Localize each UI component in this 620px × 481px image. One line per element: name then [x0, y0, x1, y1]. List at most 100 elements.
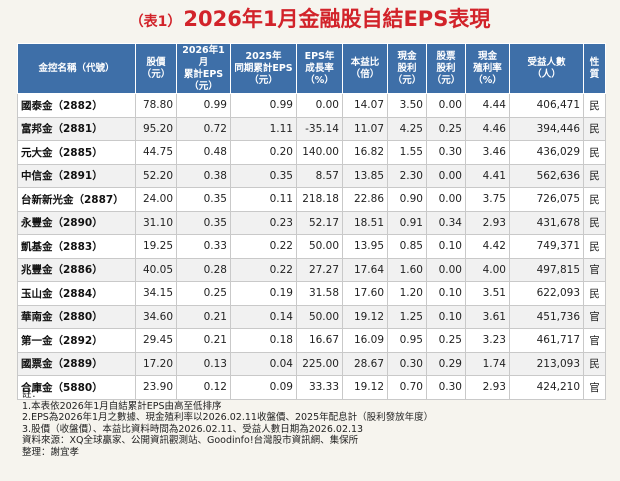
- table-row: 凱基金（2883） 19.25 0.33 0.22 50.00 13.95 0.85 0.10…: [17, 234, 606, 259]
- value-cell: 95.20: [135, 116, 177, 141]
- value-cell: 34.60: [135, 304, 177, 329]
- column-header-line: 受益人數: [527, 56, 566, 68]
- company-name-cell: 兆豐金（2886）: [17, 257, 136, 282]
- value-cell: 16.82: [342, 140, 388, 165]
- value-cell: 0.21: [176, 304, 231, 329]
- value-cell: 3.23: [465, 328, 510, 353]
- value-cell: 406,471: [509, 93, 584, 118]
- value-cell: 0.00: [426, 187, 466, 212]
- column-header: 2025年 同期累計EPS （元）: [230, 43, 297, 94]
- company-name-cell: 元大金（2885）: [17, 140, 136, 165]
- value-cell: 17.64: [342, 257, 388, 282]
- value-cell: 18.51: [342, 210, 388, 235]
- column-header-line: 同期累計EPS: [234, 62, 293, 74]
- value-cell: 0.99: [230, 93, 297, 118]
- value-cell: 29.45: [135, 328, 177, 353]
- value-cell: 0.48: [176, 140, 231, 165]
- column-header-line: （%）: [473, 74, 502, 86]
- table-row: 國票金（2889） 17.20 0.13 0.04 225.00 28.67 0.30 0.2…: [17, 351, 606, 376]
- table-row: 合庫金（5880） 23.90 0.12 0.09 33.33 19.12 0.70 0.30…: [17, 375, 606, 400]
- column-header: 金控名稱（代號）: [17, 43, 136, 94]
- value-cell: 1.20: [387, 281, 427, 306]
- value-cell: 16.09: [342, 328, 388, 353]
- column-header-line: 成長率: [305, 62, 334, 74]
- value-cell: 3.50: [387, 93, 427, 118]
- value-cell: 2.93: [465, 210, 510, 235]
- column-header: 性質: [583, 43, 606, 94]
- footnote-line: 註：: [22, 389, 42, 400]
- company-name-cell: 永豐金（2890）: [17, 210, 136, 235]
- column-header: 現金 股利 （元）: [387, 43, 427, 94]
- value-cell: 3.51: [465, 281, 510, 306]
- table-row: 永豐金（2890） 31.10 0.35 0.23 52.17 18.51 0.91 0.34…: [17, 210, 606, 235]
- column-header-line: 本益比: [350, 56, 380, 68]
- column-header-line: （倍）: [350, 68, 380, 80]
- ownership-type-cell: 官: [583, 375, 606, 400]
- value-cell: 140.00: [296, 140, 343, 165]
- value-cell: 0.23: [230, 210, 297, 235]
- value-cell: 78.80: [135, 93, 177, 118]
- value-cell: 17.20: [135, 351, 177, 376]
- table-row: 台新新光金（2887） 24.00 0.35 0.11 218.18 22.86 0.90 0…: [17, 187, 606, 212]
- value-cell: 0.33: [176, 234, 231, 259]
- footnote-line: 資料來源：XQ全球贏家、公開資訊觀測站、Goodinfo!台灣股市資訊網、集保所: [22, 435, 359, 447]
- value-cell: 0.18: [230, 328, 297, 353]
- column-header-line: （人）: [532, 68, 561, 80]
- company-name-cell: 國泰金（2882）: [17, 93, 136, 118]
- column-header: 股票 股利 （元）: [426, 43, 466, 94]
- value-cell: 52.17: [296, 210, 343, 235]
- value-cell: 2.93: [465, 375, 510, 400]
- value-cell: 0.00: [426, 257, 466, 282]
- value-cell: 0.09: [230, 375, 297, 400]
- value-cell: 14.07: [342, 93, 388, 118]
- company-name-cell: 台新新光金（2887）: [17, 187, 136, 212]
- value-cell: 22.86: [342, 187, 388, 212]
- column-header-line: （元）: [141, 68, 171, 80]
- value-cell: 3.75: [465, 187, 510, 212]
- table-body: 國泰金（2882） 78.80 0.99 0.99 0.00 14.07 3.50 0.00 4…: [17, 93, 606, 400]
- value-cell: 19.12: [342, 375, 388, 400]
- table-row: 中信金（2891） 52.20 0.38 0.35 8.57 13.85 2.30 0.00 4…: [17, 163, 606, 188]
- value-cell: 0.10: [426, 234, 466, 259]
- column-header-line: （元）: [189, 80, 218, 92]
- ownership-type-cell: 官: [583, 304, 606, 329]
- value-cell: 0.70: [387, 375, 427, 400]
- value-cell: 13.95: [342, 234, 388, 259]
- value-cell: 1.60: [387, 257, 427, 282]
- column-header-line: 現金: [477, 50, 497, 62]
- value-cell: 0.20: [230, 140, 297, 165]
- column-header-line: 累計EPS: [183, 68, 224, 80]
- value-cell: 3.46: [465, 140, 510, 165]
- company-name-cell: 玉山金（2884）: [17, 281, 136, 306]
- value-cell: 4.41: [465, 163, 510, 188]
- value-cell: -35.14: [296, 116, 343, 141]
- title-text: 2026年1月金融股自結EPS表現: [183, 7, 491, 31]
- value-cell: 0.35: [176, 187, 231, 212]
- column-header: 2026年1月 累計EPS （元）: [176, 43, 231, 94]
- value-cell: 4.25: [387, 116, 427, 141]
- value-cell: 0.30: [426, 140, 466, 165]
- column-header-line: 股票: [436, 50, 456, 62]
- value-cell: 451,736: [509, 304, 584, 329]
- value-cell: 0.00: [296, 93, 343, 118]
- table-row: 兆豐金（2886） 40.05 0.28 0.22 27.27 17.64 1.60 0.00…: [17, 257, 606, 282]
- ownership-type-cell: 民: [583, 234, 606, 259]
- column-header-line: 2026年1月: [182, 44, 225, 68]
- footnote-line: 1.本表依2026年1月自結累計EPS由高至低排序: [22, 400, 222, 412]
- footnote-line: 整理：謝宜孝: [22, 446, 80, 458]
- column-header: 受益人數 （人）: [509, 43, 584, 94]
- value-cell: 33.33: [296, 375, 343, 400]
- table-row: 富邦金（2881） 95.20 0.72 1.11 -35.14 11.07 4.25 0.2…: [17, 116, 606, 141]
- value-cell: 50.00: [296, 304, 343, 329]
- value-cell: 562,636: [509, 163, 584, 188]
- ownership-type-cell: 民: [583, 116, 606, 141]
- column-header-line: 股價: [146, 56, 166, 68]
- column-header-line: （元）: [392, 74, 422, 86]
- company-name-cell: 富邦金（2881）: [17, 116, 136, 141]
- column-header: EPS年 成長率 （%）: [296, 43, 343, 94]
- value-cell: 0.25: [176, 281, 231, 306]
- value-cell: 8.57: [296, 163, 343, 188]
- value-cell: 0.35: [230, 163, 297, 188]
- value-cell: 0.19: [230, 281, 297, 306]
- column-header-line: （元）: [249, 74, 278, 86]
